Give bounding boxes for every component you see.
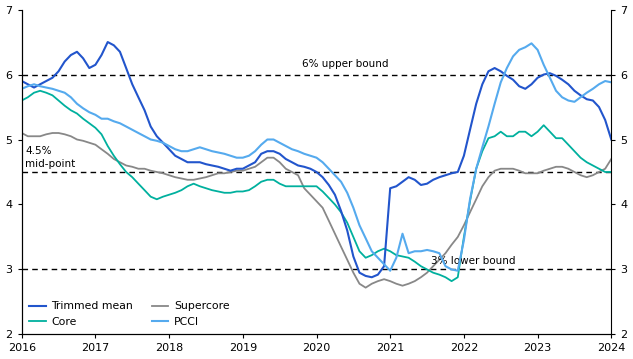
- Text: 4.5%
mid-point: 4.5% mid-point: [25, 146, 75, 169]
- Legend: Trimmed mean, Core, Supercore, PCCI: Trimmed mean, Core, Supercore, PCCI: [25, 297, 234, 331]
- Text: 6% upper bound: 6% upper bound: [302, 59, 388, 69]
- Text: 3% lower bound: 3% lower bound: [430, 256, 515, 266]
